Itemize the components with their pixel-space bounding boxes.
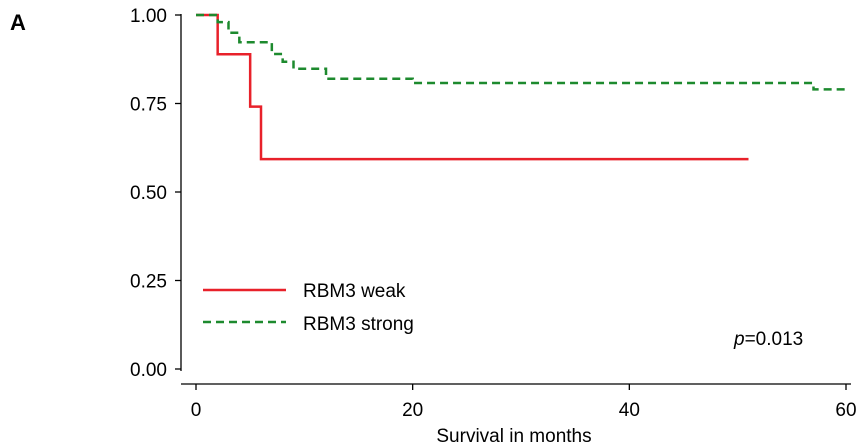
y-tick-label: 1.00 xyxy=(130,6,167,27)
y-tick-label: 0.25 xyxy=(130,272,167,293)
x-tick-label: 0 xyxy=(191,400,202,421)
series-line-rbm3-strong xyxy=(196,13,846,91)
series-line-rbm3-weak xyxy=(196,13,749,161)
p-value-text: =0.013 xyxy=(745,329,804,350)
legend: RBM3 weak RBM3 strong xyxy=(203,281,414,335)
series-layer xyxy=(196,13,846,161)
y-tick-label: 0.75 xyxy=(130,95,167,116)
y-tick-label: 0.00 xyxy=(130,360,167,381)
y-tick-label: 0.50 xyxy=(130,183,167,204)
x-tick-label: 40 xyxy=(619,400,640,421)
p-value-symbol: p xyxy=(733,329,745,350)
x-axis-title: Survival in months xyxy=(436,426,591,445)
panel-label: A xyxy=(10,10,26,35)
x-tick-label: 60 xyxy=(835,400,856,421)
x-axis-ticks: 0 20 40 60 xyxy=(191,384,857,421)
y-axis-ticks: 0.00 0.25 0.50 0.75 1.00 xyxy=(130,6,181,381)
legend-label-rbm3-weak: RBM3 weak xyxy=(303,281,406,302)
x-tick-label: 20 xyxy=(402,400,423,421)
legend-label-rbm3-strong: RBM3 strong xyxy=(303,314,414,335)
p-value-annotation: p=0.013 xyxy=(733,329,803,350)
